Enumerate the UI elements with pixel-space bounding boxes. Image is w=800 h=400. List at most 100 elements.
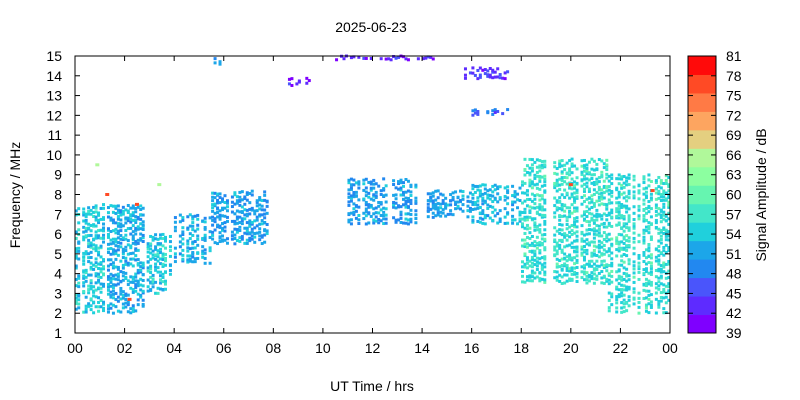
heatmap-cell	[642, 272, 646, 276]
heatmap-cell	[582, 210, 586, 214]
heatmap-cell	[94, 288, 98, 292]
heatmap-cell	[587, 201, 591, 205]
heatmap-cell	[84, 221, 88, 225]
heatmap-cell	[620, 183, 624, 187]
heatmap-cell	[394, 201, 398, 205]
heatmap-cell	[491, 76, 495, 80]
heatmap-cell	[426, 209, 430, 213]
heatmap-cell	[196, 217, 200, 221]
heatmap-cell	[181, 237, 185, 241]
heatmap-cell	[364, 203, 368, 207]
heatmap-cell	[126, 303, 130, 307]
heatmap-cell	[431, 191, 435, 195]
heatmap-cell	[119, 259, 123, 263]
heatmap-cell	[139, 265, 143, 269]
heatmap-cell	[622, 284, 626, 288]
heatmap-cell	[461, 203, 465, 207]
heatmap-cell	[97, 229, 101, 233]
heatmap-cell	[506, 189, 510, 193]
colorbar-band	[688, 277, 716, 297]
heatmap-cell	[568, 235, 572, 239]
heatmap-cell	[369, 188, 373, 192]
heatmap-cell	[573, 198, 577, 202]
heatmap-cell	[582, 169, 586, 173]
heatmap-cell	[610, 208, 614, 212]
heatmap-cell	[154, 247, 158, 251]
heatmap-cell	[563, 245, 567, 249]
heatmap-cell	[235, 228, 239, 232]
heatmap-cell	[181, 216, 185, 220]
heatmap-cell	[191, 246, 195, 250]
heatmap-cell	[565, 227, 569, 231]
heatmap-cell	[600, 241, 604, 245]
x-tick-label: 10	[315, 340, 331, 356]
heatmap-cell	[265, 223, 269, 227]
heatmap-cell	[106, 242, 110, 246]
heatmap-cell	[116, 232, 120, 236]
heatmap-cell	[580, 202, 584, 206]
heatmap-cell	[642, 251, 646, 255]
y-tick-label: 15	[46, 48, 62, 64]
heatmap-cell	[568, 186, 572, 190]
heatmap-cell	[642, 235, 646, 239]
heatmap-cell	[563, 232, 567, 236]
heatmap-cell	[126, 203, 130, 207]
heatmap-cell	[528, 178, 532, 182]
heatmap-cell	[114, 283, 118, 287]
heatmap-cell	[605, 163, 609, 167]
heatmap-cell	[218, 217, 222, 221]
heatmap-cell	[119, 213, 123, 217]
heatmap-cell	[161, 258, 165, 262]
heatmap-hotspot	[95, 163, 100, 167]
heatmap-cell	[131, 251, 135, 255]
heatmap-cell	[121, 302, 125, 306]
heatmap-cell	[555, 184, 559, 188]
heatmap-cell	[134, 228, 138, 232]
heatmap-cell	[605, 269, 609, 273]
heatmap-cell	[481, 192, 485, 196]
heatmap-cell	[89, 267, 93, 271]
heatmap-cell	[627, 295, 631, 299]
heatmap-cell	[607, 223, 611, 227]
heatmap-cell	[161, 252, 165, 256]
heatmap-cell	[188, 257, 192, 261]
heatmap-cell	[230, 234, 234, 238]
heatmap-cell	[466, 199, 470, 203]
heatmap-cell	[82, 274, 86, 278]
heatmap-cell	[149, 251, 153, 255]
heatmap-cell	[369, 197, 373, 201]
heatmap-cell	[141, 278, 145, 282]
heatmap-cell	[622, 174, 626, 178]
heatmap-cell	[109, 284, 113, 288]
heatmap-cell	[585, 166, 589, 170]
y-tick-label: 11	[47, 127, 62, 143]
heatmap-cell	[605, 250, 609, 254]
heatmap-cell	[124, 259, 128, 263]
heatmap-cell	[191, 215, 195, 219]
heatmap-cell	[533, 258, 537, 262]
heatmap-cell	[602, 231, 606, 235]
heatmap-cell	[647, 249, 651, 253]
colorbar-band	[688, 92, 716, 112]
heatmap-cell	[590, 173, 594, 177]
heatmap-cell	[136, 227, 140, 231]
heatmap-cell	[587, 220, 591, 224]
heatmap-cell	[213, 191, 217, 195]
heatmap-cell	[483, 222, 487, 226]
heatmap-cell	[538, 164, 542, 168]
heatmap-cell	[119, 286, 123, 290]
heatmap-cell	[94, 218, 98, 222]
heatmap-cell	[573, 272, 577, 276]
heatmap-cell	[558, 214, 562, 218]
heatmap-cell	[456, 204, 460, 208]
heatmap-cell	[565, 233, 569, 237]
heatmap-cell	[528, 211, 532, 215]
heatmap-cell	[582, 189, 586, 193]
heatmap-cell	[523, 218, 527, 222]
heatmap-cell	[530, 271, 534, 275]
heatmap-cell	[657, 258, 661, 262]
heatmap-cell	[156, 286, 160, 290]
heatmap-cell	[476, 206, 480, 210]
colorbar-band	[688, 74, 716, 94]
